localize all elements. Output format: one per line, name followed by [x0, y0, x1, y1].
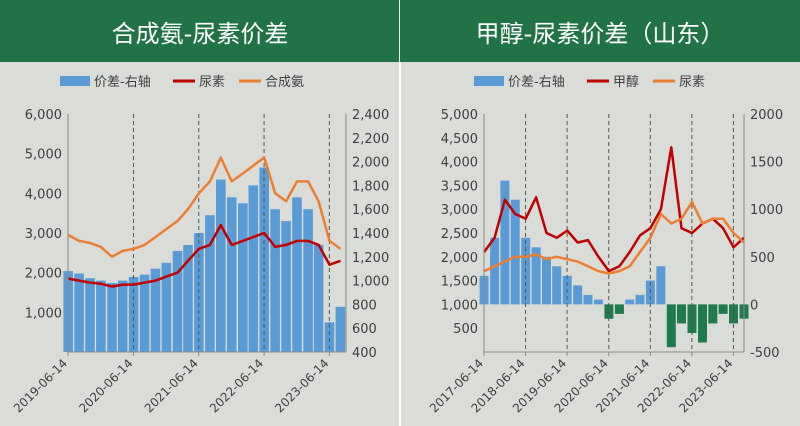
- y-right-tick-label: 1,200: [352, 251, 389, 266]
- y-right-tick-label: 2,200: [352, 132, 389, 147]
- bar-价差-右轴: [150, 268, 161, 352]
- bar-价差-右轴: [708, 304, 718, 324]
- bar-价差-右轴: [281, 221, 291, 352]
- series-line-合成氨: [67, 156, 342, 259]
- bar-价差-右轴: [614, 304, 624, 314]
- bar-价差-右轴: [107, 283, 117, 352]
- bar-价差-右轴: [183, 244, 193, 352]
- y-left-tick-label: 1,000: [441, 298, 478, 313]
- y-right-tick-label: 2000: [750, 108, 783, 123]
- y-right-tick-label: 1000: [750, 203, 783, 218]
- y-left-tick-label: 1,500: [441, 275, 478, 290]
- chart-title-left: 合成氨-尿素价差: [0, 0, 400, 62]
- bar-价差-右轴: [216, 179, 226, 352]
- bar-价差-右轴: [490, 237, 500, 305]
- bar-价差-右轴: [259, 167, 269, 352]
- y-left-tick-label: 3,000: [441, 203, 478, 218]
- x-tick-label: 2023-06-14: [272, 356, 331, 415]
- y-right-tick-label: 1,400: [352, 227, 389, 242]
- series-line-尿素: [67, 223, 341, 288]
- series-line-尿素: [483, 200, 745, 275]
- x-tick-label: 2019-06-14: [11, 356, 70, 415]
- y-left-tick-label: 4,000: [441, 156, 478, 171]
- x-tick-label: 2022-06-14: [207, 356, 266, 415]
- bar-价差-右轴: [161, 262, 172, 353]
- y-left-tick-label: 2,000: [25, 267, 62, 282]
- bar-价差-右轴: [500, 180, 510, 305]
- y-right-tick-label: 2,400: [352, 108, 389, 123]
- chart-right: 价差-右轴 甲醇 尿素 500 1,000 1,500 2,000 2,500 3,000 3,5…: [427, 74, 783, 415]
- y-left-tick-label: 4,000: [25, 187, 62, 202]
- y-left-tick-label: 2,000: [441, 251, 478, 266]
- bar-价差-右轴: [324, 322, 335, 353]
- y-left-tick-label: 4,500: [441, 132, 478, 147]
- legend-swatch: [474, 76, 504, 86]
- y-right-tick-label: 1,000: [352, 275, 389, 290]
- y-right-tick-label: 1,800: [352, 179, 389, 194]
- bar-价差-右轴: [552, 266, 562, 305]
- bar-价差-右轴: [542, 256, 551, 305]
- y-right-tick-label: -500: [750, 346, 780, 361]
- bar-价差-右轴: [205, 215, 215, 352]
- bar-价差-右轴: [172, 250, 183, 352]
- bar-价差-右轴: [248, 185, 259, 352]
- bar-价差-右轴: [666, 304, 676, 348]
- bar-价差-右轴: [677, 304, 686, 324]
- bar-价差-右轴: [238, 203, 248, 353]
- bar-价差-右轴: [593, 299, 603, 305]
- legend-label: 尿素: [199, 75, 225, 90]
- y-right-tick-label: 1500: [750, 156, 783, 171]
- y-left-tick-label: 2,500: [441, 227, 478, 242]
- y-right-tick-label: 800: [352, 298, 377, 313]
- bar-价差-右轴: [117, 280, 128, 352]
- bar-价差-右轴: [718, 304, 728, 314]
- bar-价差-右轴: [635, 294, 645, 305]
- series-line-甲醇: [483, 146, 745, 273]
- bar-价差-右轴: [270, 209, 280, 352]
- legend-label: 合成氨: [265, 75, 304, 90]
- y-left-tick-label: 500: [453, 322, 478, 337]
- bar-价差-右轴: [698, 304, 707, 343]
- bar-价差-右轴: [583, 294, 593, 305]
- y-left-tick-label: 5,000: [441, 108, 478, 123]
- bar-价差-右轴: [510, 199, 520, 305]
- bar-价差-右轴: [292, 197, 302, 352]
- bar-价差-右轴: [335, 306, 346, 352]
- x-tick-label: 2020-06-14: [76, 356, 135, 415]
- legend-swatch: [60, 76, 90, 86]
- legend-label: 价差-右轴: [508, 75, 565, 90]
- bar-价差-右轴: [96, 280, 106, 352]
- chart-panel-right: 甲醇-尿素价差（山东） 价差-右轴 甲醇 尿素 500 1,000 1,500 2,000 2…: [400, 0, 800, 426]
- y-right-tick-label: 1,600: [352, 203, 389, 218]
- chart-left: 价差-右轴 尿素 合成氨 1,000 2,000 3,000 4,000 5,000 6,000…: [11, 75, 389, 415]
- bar-价差-右轴: [573, 285, 583, 305]
- y-right-tick-label: 400: [352, 346, 377, 361]
- legend-label: 价差-右轴: [94, 75, 151, 90]
- legend-label: 尿素: [679, 75, 705, 90]
- chart-title-right: 甲醇-尿素价差（山东）: [400, 0, 800, 62]
- bar-价差-右轴: [226, 197, 237, 352]
- y-right-tick-label: 0: [750, 298, 758, 313]
- panel-divider: [399, 0, 401, 426]
- bar-价差-右轴: [656, 266, 666, 305]
- bar-价差-右轴: [313, 244, 324, 352]
- bar-价差-右轴: [74, 273, 84, 352]
- bar-价差-右轴: [303, 209, 313, 352]
- x-tick-label: 2021-06-14: [142, 356, 201, 415]
- y-left-tick-label: 5,000: [25, 148, 62, 163]
- y-left-tick-label: 3,500: [441, 179, 478, 194]
- legend-label: 甲醇: [613, 74, 639, 90]
- bar-价差-右轴: [85, 278, 95, 352]
- bar-价差-右轴: [139, 274, 150, 352]
- bar-价差-右轴: [625, 299, 635, 305]
- bar-价差-右轴: [128, 277, 139, 352]
- y-left-tick-label: 6,000: [25, 108, 62, 123]
- chart-panel-left: 合成氨-尿素价差 价差-右轴 尿素 合成氨 1,000 2,000 3,000 4,000 5…: [0, 0, 400, 415]
- y-right-tick-label: 500: [750, 251, 775, 266]
- y-left-tick-label: 3,000: [25, 227, 62, 242]
- y-right-tick-label: 600: [352, 322, 377, 337]
- y-left-tick-label: 1,000: [25, 306, 62, 321]
- bar-价差-右轴: [531, 247, 541, 305]
- y-right-tick-label: 2,000: [352, 156, 389, 171]
